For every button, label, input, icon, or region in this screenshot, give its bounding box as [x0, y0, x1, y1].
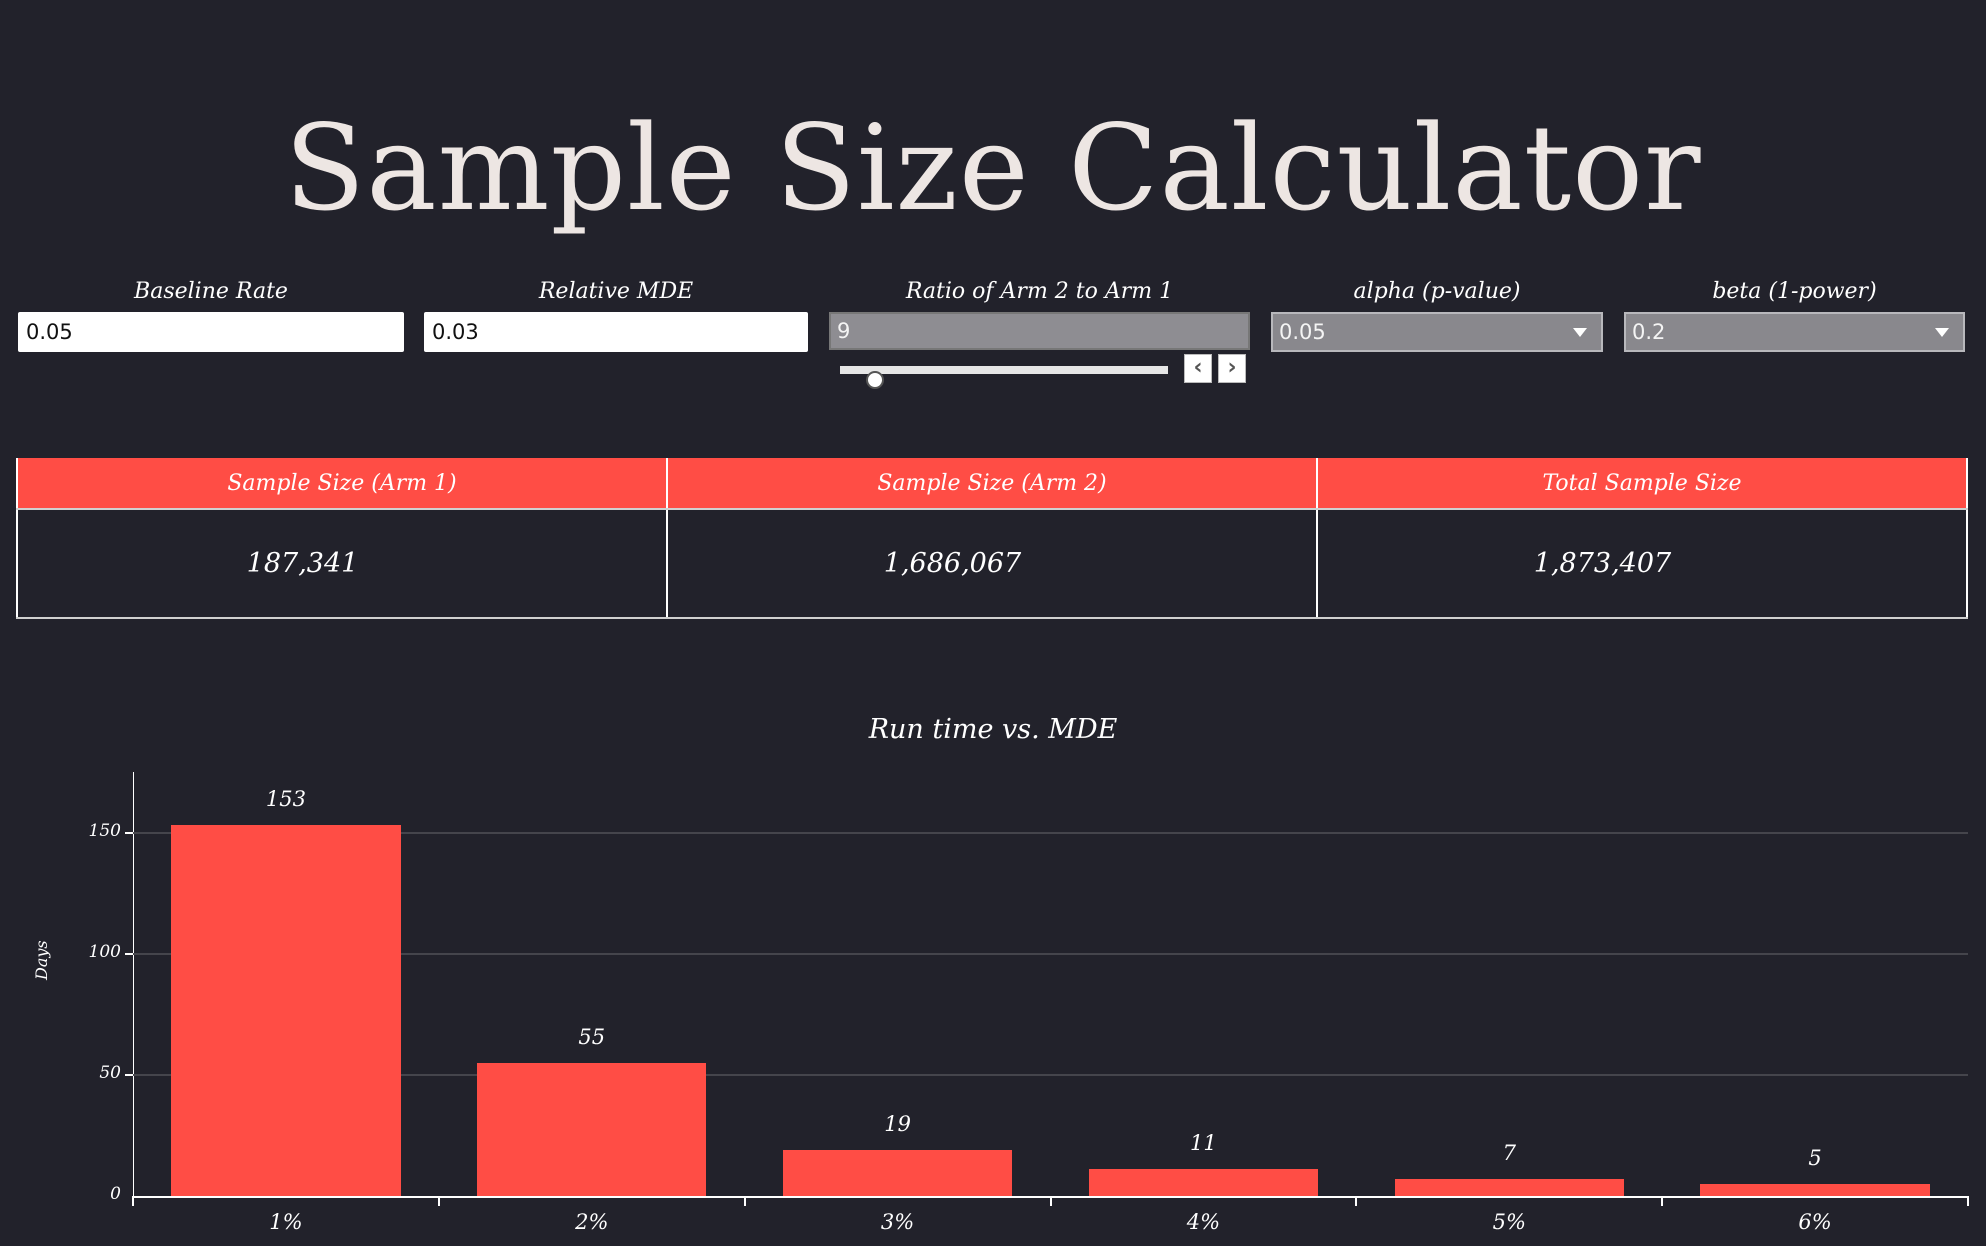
relative-mde-input[interactable] [424, 312, 808, 352]
y-axis-title: Days [32, 940, 51, 980]
bar-value-label: 19 [884, 1111, 911, 1136]
bar-value-label: 7 [1502, 1141, 1516, 1166]
relative-mde-control: Relative MDE [424, 278, 808, 352]
y-tick-mark [125, 1073, 133, 1076]
beta-control: beta (1-power) 0.2 [1624, 278, 1965, 352]
x-tick-label: 1% [269, 1210, 303, 1234]
bar [477, 1062, 707, 1196]
bar [1394, 1179, 1624, 1196]
x-tick-mark [132, 1196, 134, 1206]
beta-selected-value: 0.2 [1632, 320, 1666, 344]
bar-value-label: 11 [1190, 1131, 1217, 1156]
sample-size-arm2-value: 1,686,067 [666, 508, 1318, 619]
bar [1088, 1169, 1319, 1196]
x-tick-label: 5% [1492, 1210, 1526, 1234]
results-table: Sample Size (Arm 1) Sample Size (Arm 2) … [16, 458, 1968, 619]
column-header-arm1: Sample Size (Arm 1) [16, 458, 668, 510]
x-tick-mark [1661, 1196, 1664, 1206]
ratio-increment-button[interactable]: › [1218, 354, 1246, 383]
y-tick-label: 0 [110, 1184, 121, 1204]
results-header-row: Sample Size (Arm 1) Sample Size (Arm 2) … [16, 458, 1968, 510]
alpha-selected-value: 0.05 [1279, 320, 1326, 344]
x-tick-mark [1355, 1196, 1358, 1206]
column-header-arm2: Sample Size (Arm 2) [666, 458, 1318, 510]
x-tick-label: 3% [880, 1210, 915, 1234]
ratio-slider-thumb[interactable] [866, 371, 884, 389]
x-tick-mark [1049, 1196, 1052, 1206]
x-tick-label: 2% [575, 1210, 609, 1234]
y-tick-label: 150 [88, 820, 121, 841]
baseline-rate-input[interactable] [18, 312, 404, 352]
alpha-control: alpha (p-value) 0.05 [1271, 278, 1603, 352]
y-tick-label: 50 [99, 1062, 121, 1083]
x-tick-mark [1967, 1196, 1969, 1206]
bar [1700, 1183, 1930, 1196]
baseline-rate-label: Baseline Rate [134, 279, 288, 304]
beta-dropdown[interactable]: 0.2 [1624, 312, 1965, 352]
bar [782, 1149, 1013, 1196]
chevron-right-icon: › [1227, 355, 1237, 380]
ratio-slider[interactable] [840, 366, 1168, 389]
alpha-dropdown[interactable]: 0.05 [1271, 312, 1603, 352]
relative-mde-label: Relative MDE [538, 279, 694, 304]
y-tick-label: 100 [88, 941, 121, 962]
ratio-slider-row: ‹ › [829, 354, 1250, 389]
x-tick-label: 6% [1798, 1210, 1832, 1234]
ratio-control: Ratio of Arm 2 to Arm 1 ‹ › [829, 278, 1250, 389]
dropdown-caret-icon [1935, 328, 1949, 337]
gridline [133, 952, 1968, 955]
plot-area: 0 50 100 150 153 1% 55 2% 19 3% 11 4% 7 5% 5 6% [89, 772, 1969, 1234]
ratio-decrement-button[interactable]: ‹ [1184, 354, 1212, 383]
baseline-rate-control: Baseline Rate [18, 278, 404, 352]
beta-label: beta (1-power) [1712, 279, 1877, 304]
results-row: 187,341 1,686,067 1,873,407 [16, 508, 1968, 619]
x-tick-mark [743, 1196, 746, 1206]
chevron-left-icon: ‹ [1193, 355, 1203, 380]
dropdown-caret-icon [1573, 328, 1587, 337]
x-tick-label: 4% [1186, 1210, 1221, 1234]
bar-value-label: 55 [578, 1024, 606, 1049]
x-tick-mark [437, 1196, 440, 1206]
ratio-input[interactable] [829, 312, 1250, 350]
bar-value-label: 153 [265, 787, 306, 812]
page-title: Sample Size Calculator [284, 99, 1702, 238]
ratio-label: Ratio of Arm 2 to Arm 1 [905, 279, 1174, 304]
gridline [133, 831, 1968, 834]
run-time-chart: Run time vs. MDE Days 0 50 100 150 153 1% 55 2%… [0, 700, 1986, 1246]
column-header-total: Total Sample Size [1316, 458, 1968, 510]
gridline [133, 1073, 1968, 1076]
y-tick-mark [125, 952, 133, 955]
y-tick-mark [125, 831, 133, 834]
bar-value-label: 5 [1808, 1145, 1822, 1170]
bar [171, 825, 401, 1196]
total-sample-size-value: 1,873,407 [1316, 508, 1968, 619]
chart-title: Run time vs. MDE [868, 714, 1118, 745]
sample-size-arm1-value: 187,341 [16, 508, 668, 619]
alpha-label: alpha (p-value) [1353, 279, 1521, 304]
y-axis [133, 772, 134, 1196]
